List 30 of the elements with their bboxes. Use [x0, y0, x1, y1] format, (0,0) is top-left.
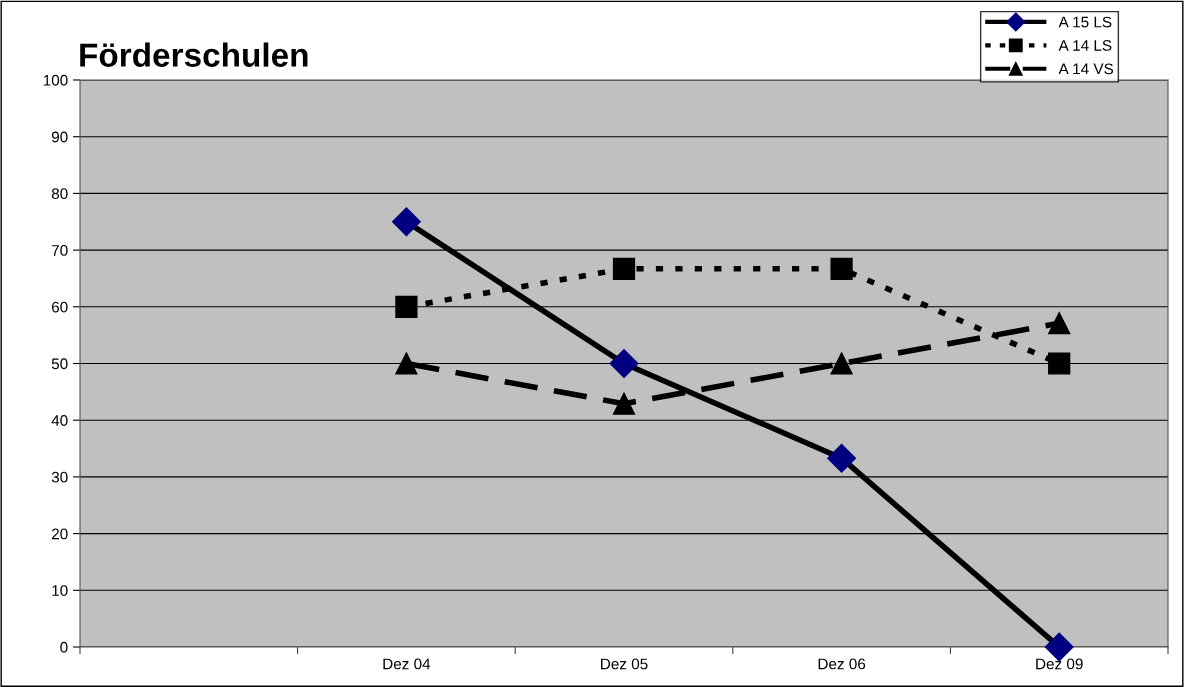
point	[395, 295, 418, 318]
point	[1048, 352, 1071, 375]
y-tick-label: 90	[51, 131, 68, 143]
legend-label: A 14 LS	[1058, 40, 1112, 51]
point	[1048, 312, 1071, 335]
y-tick-label: 0	[60, 641, 68, 653]
y-tick-label: 10	[52, 585, 68, 596]
point	[830, 352, 853, 375]
x-tick-label: Dez 04	[383, 658, 431, 670]
y-tick-label: 100	[43, 74, 68, 86]
point	[827, 443, 857, 473]
y-tick-label: 50	[51, 358, 68, 370]
y-tick-label: 60	[51, 301, 68, 313]
y-tick-label: 20	[51, 528, 68, 540]
point	[391, 207, 421, 237]
x-tick-label: Dez 06	[818, 658, 866, 670]
y-tick-label: 70	[51, 244, 68, 256]
point	[830, 257, 853, 280]
x-tick-label: Dez 09	[1036, 658, 1083, 670]
legend-label: A 14 VS	[1058, 63, 1114, 75]
y-tick-label: 30	[51, 471, 68, 483]
y-tick-label: 40	[51, 415, 68, 426]
point	[612, 392, 636, 415]
point	[612, 257, 636, 280]
chart-title: Förderschulen	[80, 42, 308, 67]
y-tick-label: 80	[51, 188, 68, 200]
point	[395, 352, 418, 375]
point	[609, 349, 639, 378]
x-tick-label: Dez 05	[601, 658, 648, 670]
legend-label: A 15 LS	[1058, 16, 1112, 28]
